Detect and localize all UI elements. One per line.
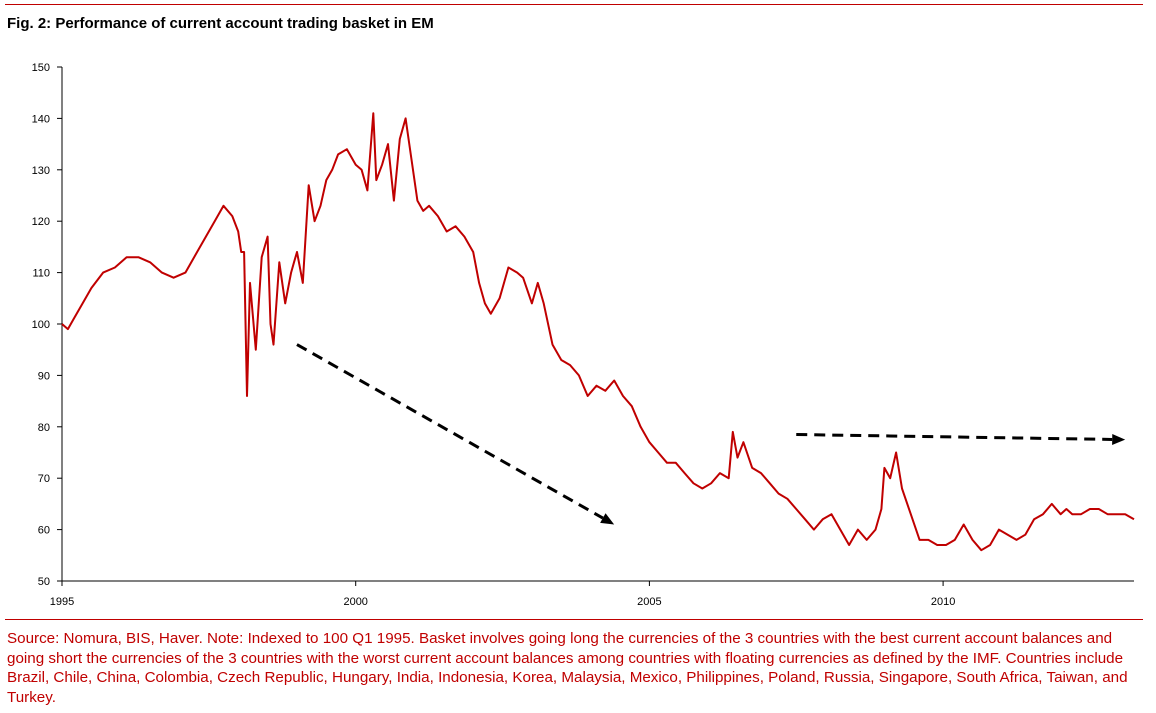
x-tick-label: 2010	[931, 596, 955, 608]
x-tick-label: 2005	[637, 596, 661, 608]
y-tick-label: 130	[32, 165, 50, 177]
y-tick-label: 60	[38, 525, 50, 537]
chart-tick-labels: 50 60 70 80 90 100 110 120 130 140 150 1995 2000 2005…	[32, 62, 956, 608]
chart-annotations	[296, 343, 1126, 525]
y-tick-label: 70	[38, 473, 50, 485]
arrow-downtrend-shaft	[296, 343, 604, 520]
y-tick-label: 120	[32, 216, 50, 228]
bottom-rule	[5, 619, 1143, 620]
series-line-0	[61, 112, 1135, 552]
arrow-flat-shaft	[796, 433, 1113, 441]
arrow-flat-head	[1112, 433, 1126, 445]
figure-title: Fig. 2: Performance of current account t…	[7, 15, 434, 32]
y-tick-label: 90	[38, 370, 50, 382]
chart-plot-area	[61, 112, 1135, 552]
x-tick-label: 2000	[343, 596, 367, 608]
chart-axes	[57, 66, 1134, 586]
x-tick-label: 1995	[50, 596, 74, 608]
top-rule	[5, 4, 1143, 5]
y-tick-label: 110	[32, 268, 50, 280]
y-tick-label: 140	[32, 113, 50, 125]
y-tick-label: 100	[32, 319, 50, 331]
source-note: Source: Nomura, BIS, Haver. Note: Indexe…	[7, 630, 1128, 706]
y-tick-label: 150	[32, 62, 50, 74]
y-tick-label: 80	[38, 422, 50, 434]
arrow-downtrend-head	[600, 513, 615, 525]
y-tick-label: 50	[38, 576, 50, 588]
